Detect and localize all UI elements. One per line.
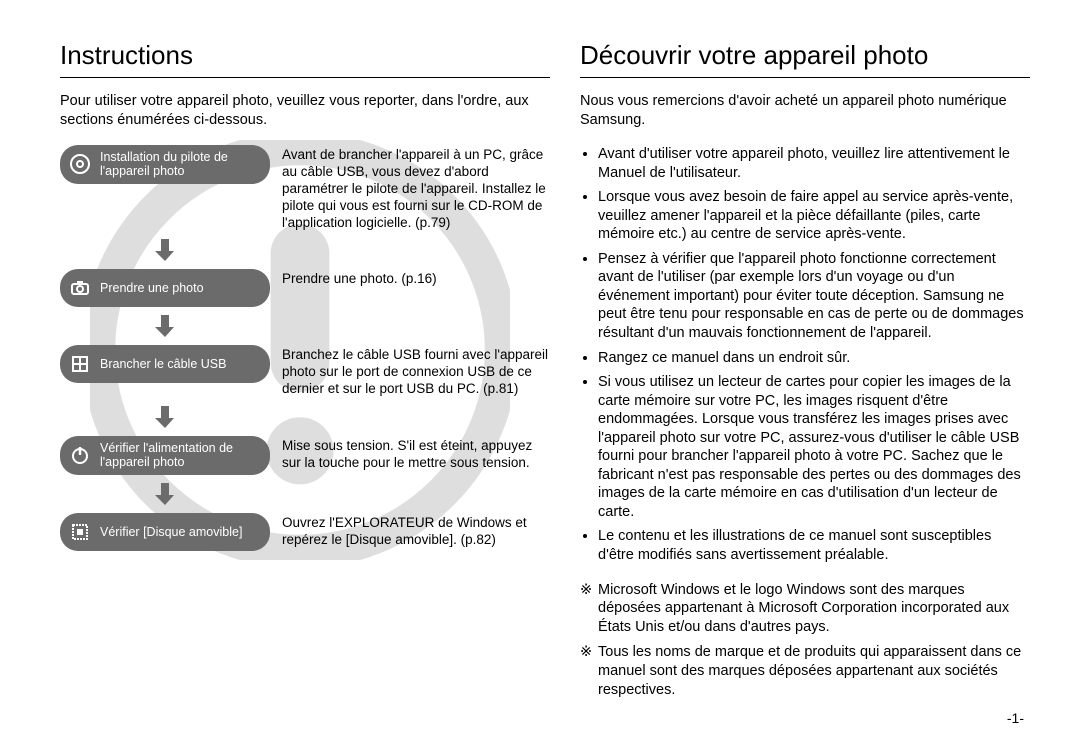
camera-icon: [66, 274, 94, 302]
step-arrow: [60, 231, 270, 269]
note-text: Microsoft Windows et le logo Windows son…: [598, 581, 1030, 638]
step-pill: Prendre une photo: [60, 269, 270, 307]
step-arrow: [60, 307, 270, 345]
note-mark: ※: [580, 581, 598, 638]
discover-heading: Découvrir votre appareil photo: [580, 40, 1030, 78]
note-text: Tous les noms de marque et de produits q…: [598, 643, 1030, 700]
instructions-intro: Pour utiliser votre appareil photo, veui…: [60, 92, 550, 129]
step-description: Ouvrez l'EXPLORATEUR de Windows et repér…: [282, 513, 550, 549]
steps-list: Installation du pilote de l'appareil pho…: [60, 145, 550, 551]
bullet-item: Le contenu et les illustrations de ce ma…: [598, 527, 1030, 564]
step-label: Vérifier [Disque amovible]: [100, 525, 242, 539]
bullet-item: Pensez à vérifier que l'appareil photo f…: [598, 250, 1030, 343]
bullet-item: Avant d'utiliser votre appareil photo, v…: [598, 145, 1030, 182]
down-arrow-icon: [154, 404, 176, 430]
note-row: ※Tous les noms de marque et de produits …: [580, 643, 1030, 700]
step-label: Prendre une photo: [100, 281, 204, 295]
step-arrow: [60, 475, 270, 513]
bullet-item: Si vous utilisez un lecteur de cartes po…: [598, 373, 1030, 521]
down-arrow-icon: [154, 481, 176, 507]
step-pill: Brancher le câble USB: [60, 345, 270, 383]
page: Instructions Pour utiliser votre apparei…: [0, 0, 1080, 746]
discover-column: Découvrir votre appareil photo Nous vous…: [580, 40, 1030, 706]
step-row: Vérifier l'alimentation de l'appareil ph…: [60, 436, 550, 475]
page-number: -1-: [1007, 710, 1024, 726]
step-row: Brancher le câble USB Branchez le câble U…: [60, 345, 550, 398]
step-label: Installation du pilote de l'appareil pho…: [100, 150, 260, 179]
step-description: Mise sous tension. S'il est éteint, appu…: [282, 436, 550, 472]
down-arrow-icon: [154, 313, 176, 339]
disk-icon: [66, 518, 94, 546]
step-description: Avant de brancher l'appareil à un PC, gr…: [282, 145, 550, 231]
bullet-item: Lorsque vous avez besoin de faire appel …: [598, 188, 1030, 244]
note-mark: ※: [580, 643, 598, 700]
step-row: Installation du pilote de l'appareil pho…: [60, 145, 550, 231]
down-arrow-icon: [154, 237, 176, 263]
disc-icon: [66, 150, 94, 178]
step-label: Vérifier l'alimentation de l'appareil ph…: [100, 441, 260, 470]
step-description: Prendre une photo. (p.16): [282, 269, 437, 288]
step-description: Branchez le câble USB fourni avec l'appa…: [282, 345, 550, 398]
step-arrow: [60, 398, 270, 436]
usb-icon: [66, 350, 94, 378]
instructions-heading: Instructions: [60, 40, 550, 78]
instructions-column: Instructions Pour utiliser votre apparei…: [60, 40, 550, 706]
step-pill: Vérifier l'alimentation de l'appareil ph…: [60, 436, 270, 475]
note-row: ※Microsoft Windows et le logo Windows so…: [580, 581, 1030, 638]
discover-bullets: Avant d'utiliser votre appareil photo, v…: [580, 145, 1030, 564]
step-row: Prendre une photo Prendre une photo. (p.1…: [60, 269, 550, 307]
discover-intro: Nous vous remercions d'avoir acheté un a…: [580, 92, 1030, 129]
power-icon: [66, 441, 94, 469]
step-pill: Vérifier [Disque amovible]: [60, 513, 270, 551]
trademark-notes: ※Microsoft Windows et le logo Windows so…: [580, 581, 1030, 700]
bullet-item: Rangez ce manuel dans un endroit sûr.: [598, 349, 1030, 368]
step-pill: Installation du pilote de l'appareil pho…: [60, 145, 270, 184]
step-row: Vérifier [Disque amovible] Ouvrez l'EXPLO…: [60, 513, 550, 551]
step-label: Brancher le câble USB: [100, 357, 226, 371]
